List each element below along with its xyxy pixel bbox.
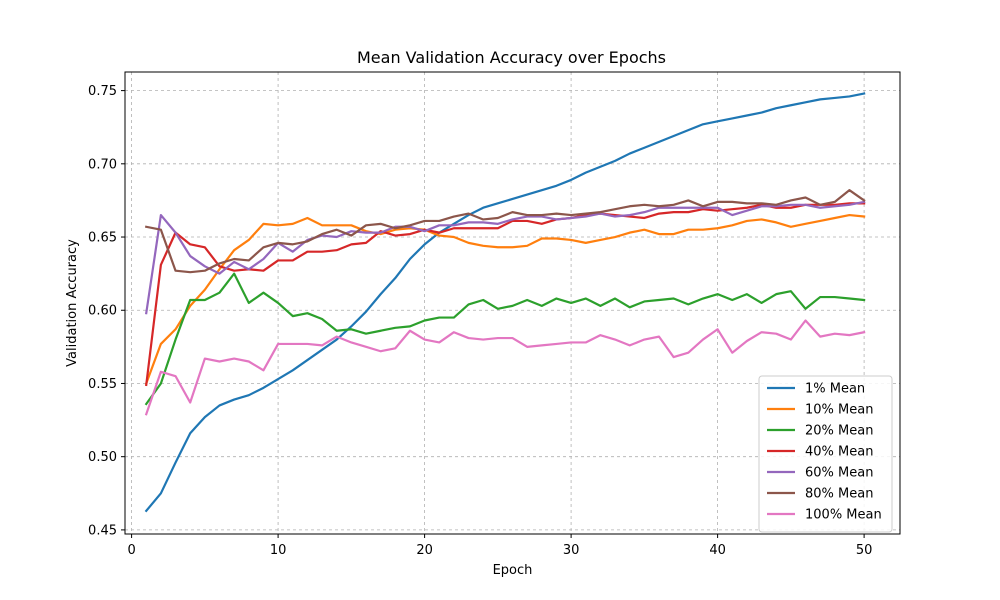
series-line-60-pct-mean xyxy=(144,200,866,315)
y-tick-label: 0.65 xyxy=(88,231,117,246)
legend-label: 60% Mean xyxy=(805,466,873,481)
legend-label: 1% Mean xyxy=(805,382,865,397)
legend-label: 100% Mean xyxy=(805,508,882,523)
series-line-80-pct-mean xyxy=(144,189,866,274)
y-tick-label: 0.60 xyxy=(88,304,117,319)
x-axis: 0 10 20 30 40 50 xyxy=(127,534,872,558)
x-tick-label: 30 xyxy=(563,543,580,558)
y-tick-label: 0.75 xyxy=(88,84,117,99)
y-tick-label: 0.70 xyxy=(88,157,117,172)
plot-frame xyxy=(124,71,901,535)
y-tick-label: 0.45 xyxy=(88,523,117,538)
series-line-20-pct-mean xyxy=(144,272,866,406)
legend: 1% Mean 10% Mean 20% Mean 40% Mean 60% Mean 8… xyxy=(758,375,893,533)
x-axis-label: Epoch xyxy=(493,563,533,578)
y-axis-label: Validation Accuracy xyxy=(65,239,80,367)
x-tick-label: 50 xyxy=(856,543,873,558)
x-tick-label: 20 xyxy=(416,543,433,558)
series-group xyxy=(144,92,866,513)
chart-title: Mean Validation Accuracy over Epochs xyxy=(357,48,666,67)
series-line-40-pct-mean xyxy=(145,202,866,387)
series-line-1-pct-mean xyxy=(144,92,866,513)
series-line-100-pct-mean xyxy=(144,319,866,416)
legend-label: 10% Mean xyxy=(805,403,873,418)
x-tick-label: 10 xyxy=(270,543,287,558)
legend-label: 80% Mean xyxy=(805,487,873,502)
x-tick-label: 40 xyxy=(709,543,726,558)
x-tick-label: 0 xyxy=(127,543,135,558)
series-line-10-pct-mean xyxy=(144,213,866,385)
y-tick-label: 0.50 xyxy=(88,450,117,465)
y-axis: 0.45 0.50 0.55 0.60 0.65 0.70 0.75 xyxy=(88,84,125,538)
y-tick-label: 0.55 xyxy=(88,377,117,392)
legend-label: 40% Mean xyxy=(805,445,873,460)
legend-label: 20% Mean xyxy=(805,424,873,439)
